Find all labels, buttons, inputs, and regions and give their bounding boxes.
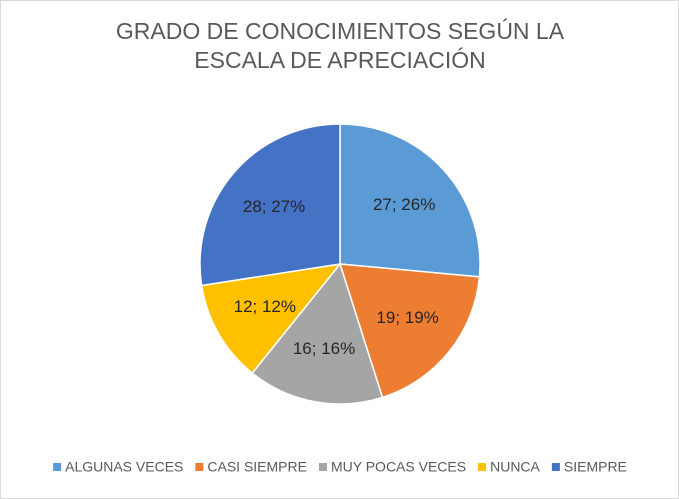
data-label: 19; 19% bbox=[376, 308, 438, 327]
pie-slice bbox=[199, 123, 341, 287]
legend-swatch bbox=[318, 463, 327, 471]
legend-label: SIEMPRE bbox=[564, 459, 627, 475]
data-label: 16; 16% bbox=[293, 339, 355, 358]
data-label: 27; 26% bbox=[373, 195, 435, 214]
pie-slice bbox=[339, 123, 481, 278]
legend-swatch bbox=[551, 463, 560, 471]
legend-label: CASI SIEMPRE bbox=[207, 459, 307, 475]
data-label: 12; 12% bbox=[234, 297, 296, 316]
legend-swatch bbox=[195, 463, 204, 471]
legend-label: MUY POCAS VECES bbox=[331, 459, 466, 475]
data-label: 28; 27% bbox=[243, 197, 305, 216]
legend-swatch bbox=[478, 463, 487, 471]
pie-slice bbox=[200, 262, 342, 375]
chart-title: GRADO DE CONOCIMIENTOS SEGÚN LA bbox=[116, 18, 565, 44]
legend-label: NUNCA bbox=[490, 459, 540, 475]
chart-title: ESCALA DE APRECIACIÓN bbox=[194, 47, 485, 73]
legend-label: ALGUNAS VECES bbox=[65, 459, 183, 475]
pie-slice bbox=[338, 263, 481, 399]
pie-slice bbox=[251, 262, 384, 405]
legend-swatch bbox=[53, 463, 62, 471]
